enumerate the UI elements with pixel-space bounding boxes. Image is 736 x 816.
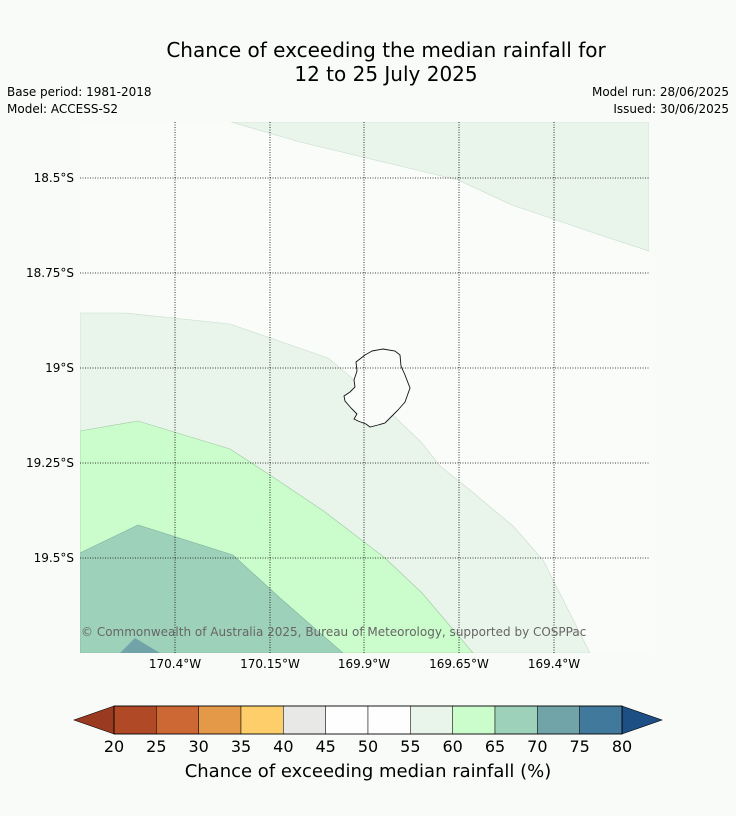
colorbar-segment bbox=[452, 705, 496, 735]
lon-label-170-4: 170.4°W bbox=[148, 657, 202, 671]
map-title: Chance of exceeding the median rainfall … bbox=[0, 38, 736, 86]
colorbar-tick-label: 55 bbox=[400, 737, 421, 756]
lat-label-18-5: 18.5°S bbox=[33, 171, 74, 185]
colorbar-tick-label: 75 bbox=[569, 737, 590, 756]
colorbar-label: Chance of exceeding median rainfall (%) bbox=[184, 761, 552, 782]
colorbar-segment bbox=[113, 705, 157, 735]
lon-label-170-15: 170.15°W bbox=[240, 657, 300, 671]
title-line-1: Chance of exceeding the median rainfall … bbox=[166, 38, 606, 62]
colorbar-tick-label: 30 bbox=[188, 737, 209, 756]
region-55-60-north bbox=[230, 122, 649, 252]
issued-text: Issued: 30/06/2025 bbox=[613, 102, 729, 116]
colorbar-tick-label: 60 bbox=[442, 737, 463, 756]
lon-label-169-4: 169.4°W bbox=[527, 657, 581, 671]
colorbar-over-arrow bbox=[621, 705, 663, 735]
colorbar-tick-label: 25 bbox=[146, 737, 167, 756]
colorbar-segment bbox=[156, 705, 199, 735]
colorbar-segment bbox=[494, 705, 538, 735]
model-text: Model: ACCESS-S2 bbox=[7, 102, 119, 116]
copyright-text: © Commonwealth of Australia 2025, Bureau… bbox=[81, 625, 587, 639]
niue-island-outline bbox=[343, 348, 411, 428]
colorbar-segment bbox=[325, 705, 369, 735]
lat-label-19: 19°S bbox=[45, 361, 74, 375]
lat-label-19-25: 19.25°S bbox=[26, 456, 74, 470]
base-period-text: Base period: 1981-2018 bbox=[7, 85, 152, 99]
colorbar-frame bbox=[113, 705, 623, 735]
colorbar-tick-label: 20 bbox=[103, 737, 125, 756]
colorbar-tick-label: 50 bbox=[357, 737, 379, 756]
colorbar-under-arrow bbox=[73, 705, 115, 735]
colorbar-segment bbox=[367, 705, 411, 735]
model-run-text: Model run: 28/06/2025 bbox=[591, 85, 729, 99]
metadata-left: Base period: 1981-2018 Model: ACCESS-S2 bbox=[7, 84, 152, 118]
colorbar-segment bbox=[198, 705, 242, 735]
metadata-right: Model run: 28/06/2025 Issued: 30/06/2025 bbox=[592, 84, 729, 118]
colorbar-segment bbox=[579, 705, 623, 735]
lon-label-169-9: 169.9°W bbox=[337, 657, 391, 671]
colorbar bbox=[73, 705, 663, 735]
colorbar-tick-label: 65 bbox=[484, 737, 506, 756]
lon-label-169-65: 169.65°W bbox=[429, 657, 489, 671]
graticule bbox=[80, 122, 649, 653]
colorbar-tick-label: 40 bbox=[273, 737, 294, 756]
lat-label-19-5: 19.5°S bbox=[33, 551, 74, 565]
map-area bbox=[80, 122, 649, 653]
colorbar-tick-label: 70 bbox=[527, 737, 548, 756]
title-line-2: 12 to 25 July 2025 bbox=[294, 62, 478, 86]
colorbar-segment bbox=[410, 705, 453, 735]
colorbar-segment bbox=[240, 705, 284, 735]
colorbar-segment bbox=[537, 705, 580, 735]
colorbar-segment bbox=[283, 705, 326, 735]
region-70-75 bbox=[120, 638, 160, 653]
lat-label-18-75: 18.75°S bbox=[26, 266, 74, 280]
colorbar-tick-label: 35 bbox=[230, 737, 252, 756]
colorbar-tick-label: 80 bbox=[611, 737, 633, 756]
region-65-70 bbox=[80, 524, 344, 653]
colorbar-tick-label: 45 bbox=[315, 737, 336, 756]
